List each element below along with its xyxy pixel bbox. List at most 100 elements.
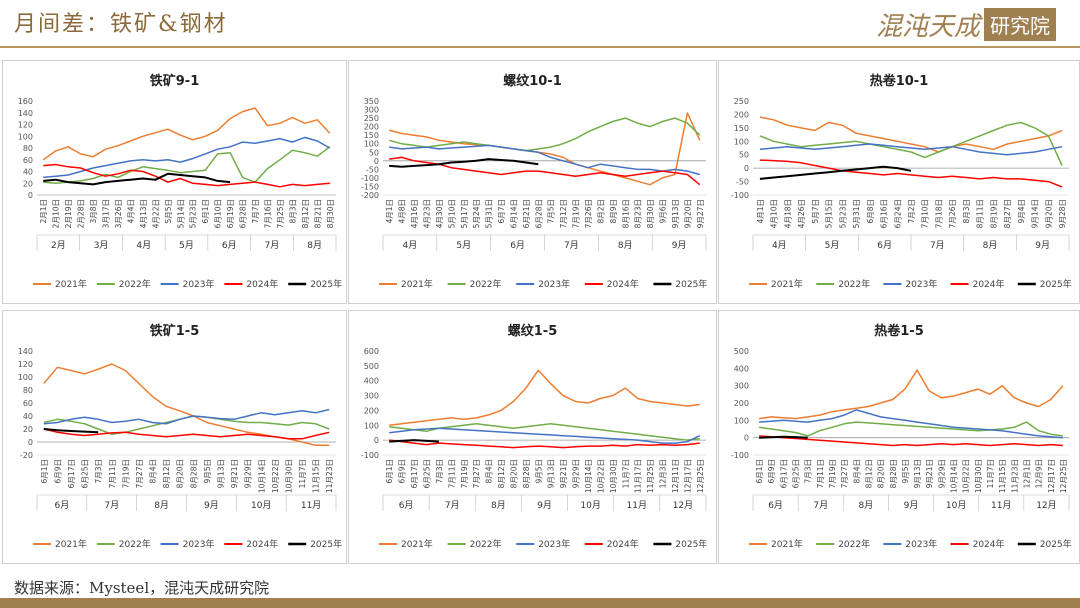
x-tick-label: 5月10日 xyxy=(447,199,456,228)
series-line xyxy=(759,159,1063,188)
x-tick-label: 8月20日 xyxy=(877,459,886,488)
month-label: 3月 xyxy=(94,240,109,251)
legend-label: 2025年 xyxy=(310,538,342,550)
series-line xyxy=(759,435,1063,447)
x-tick-label: 9月5日 xyxy=(203,459,212,484)
x-tick-label: 5月23日 xyxy=(838,199,847,228)
x-tick-label: 6月21日 xyxy=(522,199,531,228)
month-label: 5月 xyxy=(456,240,471,251)
x-tick-label: 9月21日 xyxy=(925,459,934,488)
chart-svg: 螺纹1-5 -100 0 100 200 300 400 500 600 6月1日 6月9日 6月17… xyxy=(361,323,707,550)
x-tick-label: 11月15日 xyxy=(312,459,321,493)
x-tick-label: 11月17日 xyxy=(634,459,643,493)
y-tick-label: 300 xyxy=(364,392,379,401)
series-line xyxy=(389,369,700,427)
x-tick-label: 7月26日 xyxy=(948,199,957,228)
legend-label: 2024年 xyxy=(973,538,1005,550)
y-tick-label: 300 xyxy=(734,382,749,391)
x-tick-label: 5月17日 xyxy=(460,199,469,228)
month-label: 6月 xyxy=(768,500,783,511)
month-label: 10月 xyxy=(946,500,966,511)
x-tick-label: 10月30日 xyxy=(284,459,293,493)
x-tick-label: 8月4日 xyxy=(485,459,494,484)
y-tick-label: 120 xyxy=(18,121,33,130)
x-tick-label: 4月13日 xyxy=(139,199,148,228)
x-tick-label: 8月12日 xyxy=(162,459,171,488)
y-tick-label: -100 xyxy=(361,174,379,183)
x-tick-label: 11月25日 xyxy=(646,459,655,493)
y-tick-label: 100 xyxy=(18,132,33,141)
legend-label: 2021年 xyxy=(55,538,87,550)
x-tick-label: 9月5日 xyxy=(534,459,543,484)
y-tick-label: -50 xyxy=(366,165,379,174)
month-label: 4月 xyxy=(136,240,151,251)
series-line xyxy=(43,428,99,434)
month-label: 11月 xyxy=(301,500,321,511)
brand-logo: 混沌天成 研究院 xyxy=(876,6,1056,42)
series-line xyxy=(759,121,1063,166)
series-line xyxy=(43,363,330,447)
y-tick-label: 500 xyxy=(364,362,379,371)
x-tick-label: 12月1日 xyxy=(1022,459,1031,488)
x-tick-label: 7月27日 xyxy=(472,459,481,488)
y-tick-label: 0 xyxy=(28,191,33,200)
month-label: 6月 xyxy=(877,240,892,251)
x-tick-label: 8月20日 xyxy=(176,459,185,488)
x-tick-label: 9月5日 xyxy=(901,459,910,484)
legend-label: 2024年 xyxy=(607,278,639,290)
x-tick-label: 9月21日 xyxy=(230,459,239,488)
y-tick-label: 200 xyxy=(734,110,749,119)
x-tick-label: 4月4日 xyxy=(126,199,135,224)
x-tick-label: 6月10日 xyxy=(214,199,223,228)
x-tick-label: 8月21日 xyxy=(313,199,322,228)
x-tick-label: 7月11日 xyxy=(108,459,117,488)
x-tick-label: 5月7日 xyxy=(811,199,820,224)
legend-label: 2024年 xyxy=(973,278,1005,290)
x-tick-label: 2月10日 xyxy=(52,199,61,228)
legend-label: 2022年 xyxy=(838,278,870,290)
x-tick-label: 10月14日 xyxy=(950,459,959,493)
x-tick-label: 6月9日 xyxy=(767,459,776,484)
x-tick-label: 5月14日 xyxy=(176,199,185,228)
x-tick-label: 10月14日 xyxy=(257,459,266,493)
month-label: 9月 xyxy=(672,240,687,251)
x-tick-label: 4月1日 xyxy=(756,199,765,224)
brand-box: 研究院 xyxy=(984,7,1056,41)
chart-svg: 热卷10-1 -100 -50 0 50 100 150 200 250 4月1日 4月10日 4月1… xyxy=(731,73,1072,290)
x-tick-label: 10月30日 xyxy=(974,459,983,493)
chart-svg: 铁矿1-5 -20 0 20 40 60 80 100 120 140 6月1日 6月9日 6月17日 6… xyxy=(18,323,342,550)
y-tick-label: 200 xyxy=(364,123,379,132)
series-line xyxy=(758,421,1064,437)
x-tick-label: 5月15日 xyxy=(825,199,834,228)
chart-title: 热卷10-1 xyxy=(870,73,929,89)
month-label: 7月 xyxy=(564,240,579,251)
x-tick-label: 4月1日 xyxy=(385,199,394,224)
header-rule xyxy=(0,46,1080,48)
month-label: 6月 xyxy=(55,500,70,511)
y-tick-label: 80 xyxy=(23,386,33,395)
series-line xyxy=(758,369,1064,420)
legend-label: 2022年 xyxy=(119,278,151,290)
x-tick-label: 8月4日 xyxy=(852,459,861,484)
x-tick-label: 2月28日 xyxy=(77,199,86,228)
x-tick-label: 10月14日 xyxy=(584,459,593,493)
series-line xyxy=(43,163,330,188)
series-line xyxy=(389,439,439,443)
series-line xyxy=(389,112,701,186)
x-tick-label: 7月2日 xyxy=(907,199,916,224)
y-tick-label: 400 xyxy=(364,377,379,386)
legend-label: 2023年 xyxy=(538,278,570,290)
x-tick-label: 6月16日 xyxy=(880,199,889,228)
x-tick-label: 12月3日 xyxy=(659,459,668,488)
chart-title: 铁矿1-5 xyxy=(149,323,200,339)
legend-label: 2024年 xyxy=(246,278,278,290)
legend-label: 2022年 xyxy=(119,538,151,550)
y-tick-label: 100 xyxy=(734,416,749,425)
y-tick-label: 150 xyxy=(364,131,379,140)
x-tick-label: 9月6日 xyxy=(659,199,668,224)
x-tick-label: 7月11日 xyxy=(816,459,825,488)
x-tick-label: 8月4日 xyxy=(149,459,158,484)
x-tick-label: 7月25日 xyxy=(276,199,285,228)
series-line xyxy=(389,423,700,441)
x-tick-label: 4月10日 xyxy=(770,199,779,228)
